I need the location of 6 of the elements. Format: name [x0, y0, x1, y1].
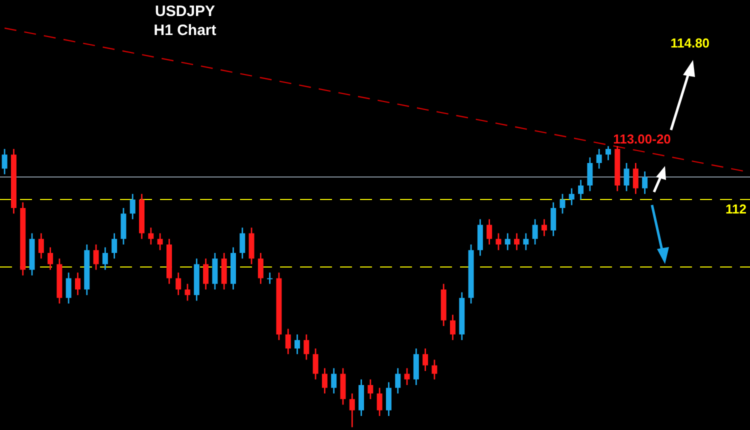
- candlestick: [267, 272, 273, 284]
- text: 114.80: [670, 36, 710, 51]
- chart-subtitle: H1 Chart: [154, 22, 216, 39]
- chart-title: USDJPY: [154, 3, 216, 20]
- annotation: 112: [726, 202, 746, 217]
- annotation: 113.00-20: [613, 132, 671, 147]
